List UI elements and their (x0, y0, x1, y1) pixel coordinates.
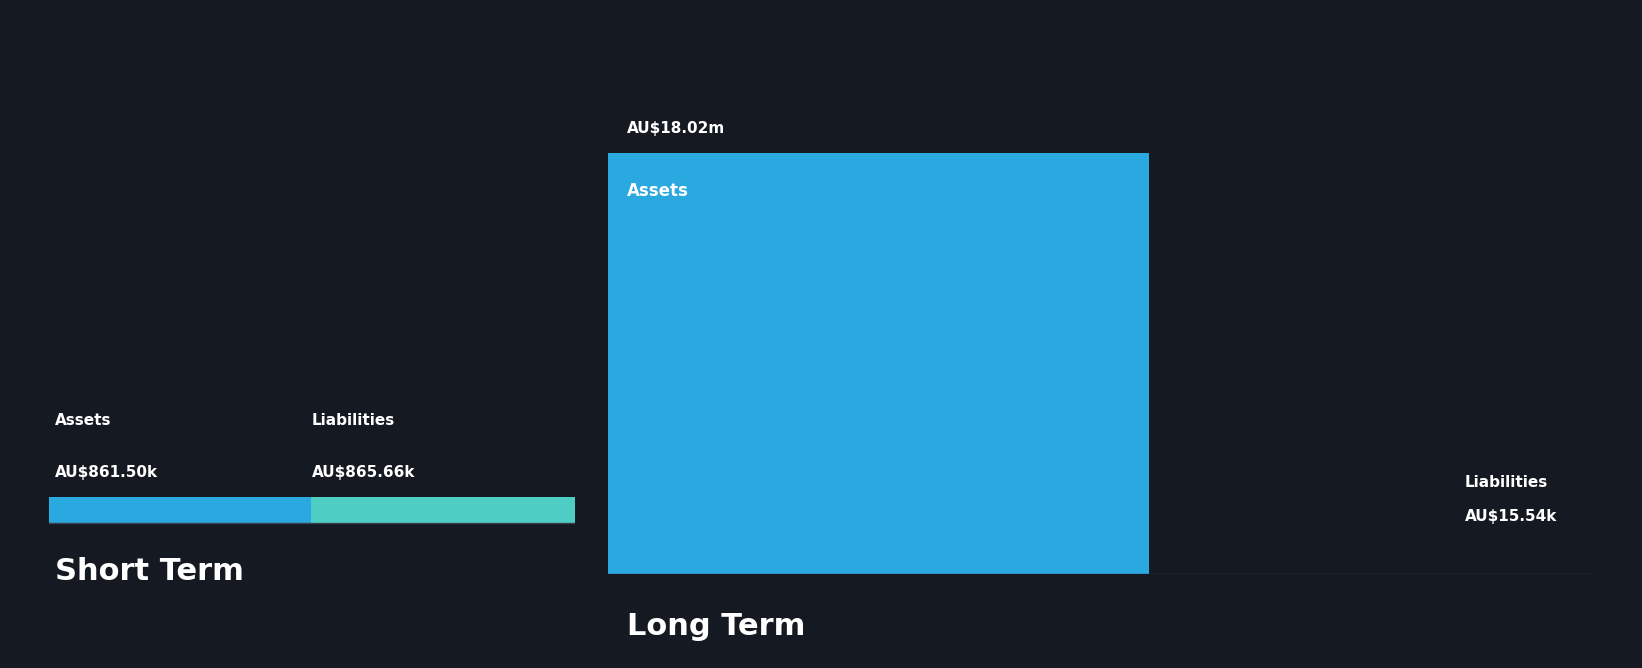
Text: AU$18.02m: AU$18.02m (627, 121, 726, 136)
Text: Long Term: Long Term (627, 613, 806, 641)
Text: AU$865.66k: AU$865.66k (312, 465, 415, 480)
Text: Liabilities: Liabilities (1465, 475, 1548, 490)
Bar (608, 152, 1149, 574)
Text: Liabilities: Liabilities (312, 413, 396, 428)
Text: AU$861.50k: AU$861.50k (54, 465, 158, 480)
Text: AU$15.54k: AU$15.54k (1465, 509, 1557, 524)
Bar (49, 497, 312, 523)
Bar (312, 497, 575, 523)
Text: Short Term: Short Term (54, 557, 243, 587)
Text: Assets: Assets (627, 182, 690, 200)
Text: Assets: Assets (54, 413, 112, 428)
